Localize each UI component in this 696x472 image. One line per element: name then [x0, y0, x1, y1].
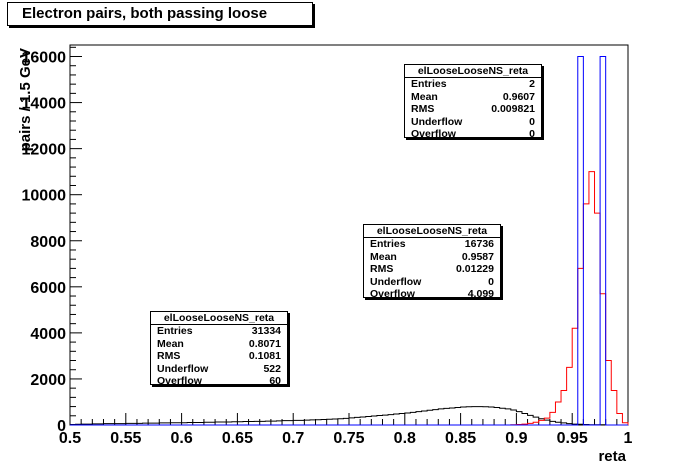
x-tick-label: 0.5 — [59, 430, 81, 447]
y-tick-label: 14000 — [22, 96, 67, 113]
stats-row-entries: Entries 16736 — [370, 238, 494, 250]
x-tick-label: 0.75 — [333, 430, 364, 447]
stats-row-entries: Entries 2 — [411, 78, 535, 90]
y-tick-label: 6000 — [30, 280, 66, 297]
stats-box-black: elLooseLooseNS_reta Entries 31334 Mean 0.8… — [150, 311, 288, 388]
stats-title: elLooseLooseNS_reta — [405, 65, 541, 78]
stats-row-overflow: Overflow 0 — [411, 128, 535, 141]
stats-row-entries: Entries 31334 — [157, 325, 281, 337]
stats-row-rms: RMS 0.01229 — [370, 263, 494, 276]
stats-title: elLooseLooseNS_reta — [364, 225, 500, 238]
stats-row-underflow: Underflow 0 — [411, 115, 535, 128]
x-tick-label: 0.8 — [394, 430, 416, 447]
x-axis-label: reta — [598, 448, 626, 465]
x-tick-label: 0.55 — [110, 430, 141, 447]
x-tick-label: 1 — [624, 430, 633, 447]
x-tick-label: 0.9 — [505, 430, 527, 447]
y-tick-label: 2000 — [30, 372, 66, 389]
histogram-series-2 — [70, 56, 628, 426]
x-tick-label: 0.6 — [170, 430, 192, 447]
plot-title: Electron pairs, both passing loose — [7, 2, 313, 26]
y-tick-label: 10000 — [22, 188, 67, 205]
stats-box-blue: elLooseLooseNS_reta Entries 2 Mean 0.9607 … — [404, 64, 542, 141]
x-tick-label: 0.85 — [445, 430, 476, 447]
y-tick-label: 4000 — [30, 326, 66, 343]
y-axis-label: pairs / 1.5 GeV — [17, 48, 34, 151]
stats-row-mean: Mean 0.8071 — [157, 337, 281, 350]
stats-row-underflow: Underflow 522 — [157, 362, 281, 375]
y-tick-label: 16000 — [22, 50, 67, 67]
stats-row-overflow: Overflow 4.099 — [370, 288, 494, 301]
x-tick-label: 0.95 — [557, 430, 588, 447]
stats-row-rms: RMS 0.009821 — [411, 103, 535, 116]
histogram-series-0 — [69, 406, 628, 426]
stats-box-red: elLooseLooseNS_reta Entries 16736 Mean 0.9… — [363, 224, 501, 301]
x-tick-label: 0.65 — [222, 430, 253, 447]
y-tick-label: 0 — [57, 418, 66, 435]
x-tick-label: 0.7 — [282, 430, 304, 447]
stats-row-mean: Mean 0.9607 — [411, 90, 535, 103]
y-tick-label: 8000 — [30, 234, 66, 251]
stats-row-underflow: Underflow 0 — [370, 275, 494, 288]
stats-row-mean: Mean 0.9587 — [370, 250, 494, 263]
y-tick-label: 12000 — [22, 142, 67, 159]
stats-row-overflow: Overflow 60 — [157, 375, 281, 388]
stats-title: elLooseLooseNS_reta — [151, 312, 287, 325]
stats-row-rms: RMS 0.1081 — [157, 350, 281, 363]
